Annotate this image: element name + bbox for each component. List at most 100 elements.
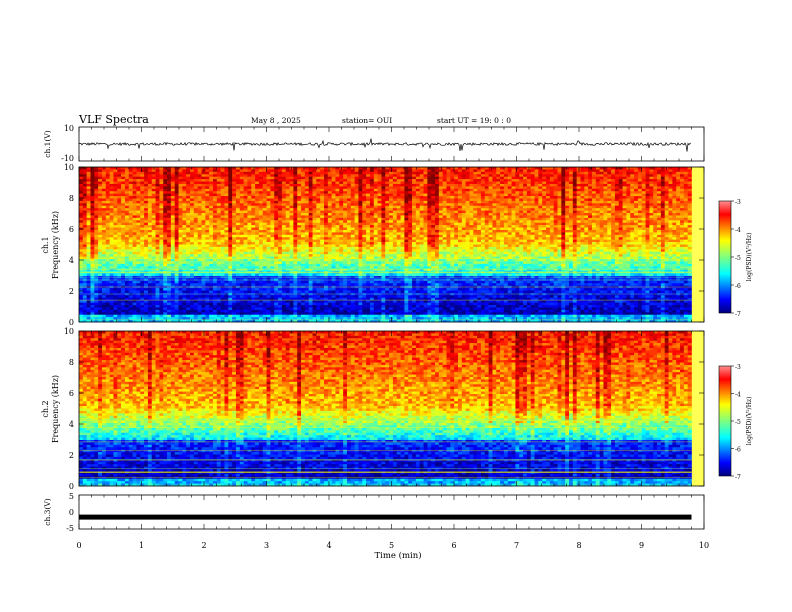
spectrogram-cell [304, 237, 309, 240]
spectrogram-cell [101, 198, 107, 202]
spectrogram-cell [427, 208, 432, 211]
spectrogram-cell [358, 205, 363, 209]
spectrogram-cell [565, 169, 570, 173]
spectrogram-cell [281, 217, 287, 221]
spectrogram-cell [247, 174, 252, 177]
spectrogram-cell [335, 188, 340, 192]
spectrogram-cell [113, 232, 118, 236]
spectrogram-cell [258, 220, 264, 223]
spectrogram-cell [350, 193, 355, 197]
spectrogram-cell [86, 222, 91, 226]
spectrogram-cell [511, 191, 516, 194]
spectrogram-cell [105, 179, 110, 182]
spectrogram-cell [591, 186, 597, 190]
spectrogram-cell [358, 176, 363, 180]
spectrogram-cell [232, 213, 237, 216]
spectrogram-cell [461, 198, 466, 202]
spectrogram-cell [151, 225, 156, 228]
spectrogram-cell [293, 213, 298, 216]
spectrogram-cell [358, 171, 363, 175]
spectrogram-cell [477, 222, 482, 226]
spectrogram-cell [396, 222, 401, 226]
spectrogram-cell [232, 237, 237, 240]
spectrogram-cell [634, 196, 639, 199]
spectrogram-cell [243, 174, 248, 177]
spectrogram-cell [197, 229, 202, 233]
spectrogram-cell [293, 208, 298, 211]
spectrogram-cell [572, 215, 577, 219]
spectrogram-cell [415, 198, 421, 202]
spectrogram-cell [170, 203, 176, 207]
spectrogram-cell [190, 174, 195, 177]
spectrogram-cell [507, 203, 512, 207]
spectrogram-cell [503, 222, 509, 226]
spectrogram-cell [637, 222, 643, 226]
spectrogram-cell [492, 222, 497, 226]
spectrogram-cell [614, 196, 620, 199]
spectrogram-cell [683, 176, 688, 180]
spectrogram-cell [209, 239, 214, 243]
spectrogram-cell [450, 183, 455, 187]
spectrogram-cell [167, 205, 172, 209]
spectrogram-cell [339, 217, 344, 221]
spectrogram-cell [687, 225, 692, 228]
spectrogram-cell [492, 198, 497, 202]
spectrogram-cell [381, 188, 386, 192]
spectrogram-cell [228, 232, 233, 236]
spectrogram-cell [297, 193, 302, 197]
spectrogram-cell [278, 198, 283, 202]
spectrogram-cell [128, 215, 133, 219]
spectrogram-cell [255, 169, 260, 173]
spectrogram-cell [588, 196, 593, 199]
spectrogram-cell [634, 167, 639, 170]
spectrogram-cell [312, 210, 317, 214]
spectrogram-cell [549, 234, 554, 238]
spectrogram-cell [163, 167, 168, 170]
spectrogram-cell [385, 176, 390, 180]
spectrogram-cell [366, 205, 371, 209]
spectrogram-cell [251, 203, 256, 207]
spectrogram-cell [327, 186, 332, 190]
spectrogram-cell [584, 193, 589, 197]
spectrogram-cell [630, 234, 635, 238]
spectrogram-cell [634, 193, 639, 197]
spectrogram-cell [611, 234, 616, 238]
spectrogram-cell [186, 191, 191, 194]
spectrogram-cell [297, 191, 302, 194]
spectrogram-cell [591, 181, 597, 185]
spectrogram-cell [546, 215, 551, 219]
spectrogram-cell [515, 220, 520, 223]
spectrogram-cell [469, 171, 474, 175]
spectrogram-cell [618, 215, 623, 219]
spectrogram-cell [362, 208, 367, 211]
spectrogram-cell [549, 213, 554, 216]
spectrogram-cell [224, 213, 229, 216]
spectrogram-cell [90, 176, 95, 180]
spectrogram-cell [331, 217, 336, 221]
spectrogram-cell [117, 169, 122, 173]
spectrogram-cell [634, 237, 639, 240]
spectrogram-cell [446, 229, 451, 233]
spectrogram-cell [140, 196, 145, 199]
spectrogram-cell [457, 176, 463, 180]
spectrogram-cell [618, 193, 623, 197]
spectrogram-cell [216, 217, 221, 221]
spectrogram-cell [151, 229, 156, 233]
spectrogram-cell [121, 217, 126, 221]
spectrogram-cell [324, 188, 329, 192]
spectrogram-cell [507, 220, 512, 223]
spectrogram-cell [534, 174, 539, 177]
spectrogram-cell [190, 234, 195, 238]
spectrogram-cell [389, 171, 394, 175]
spectrogram-cell [312, 169, 317, 173]
spectrogram-cell [132, 188, 137, 192]
spectrogram-cell [614, 167, 620, 170]
spectrogram-cell [274, 239, 279, 243]
spectrogram-cell [687, 220, 692, 223]
spectrogram-cell [105, 217, 110, 221]
spectrogram-cell [607, 171, 612, 175]
spectrogram-cell [668, 222, 673, 226]
spectrogram-cell [147, 210, 153, 214]
spectrogram-cell [98, 193, 103, 197]
spectrogram-cell [124, 169, 130, 173]
